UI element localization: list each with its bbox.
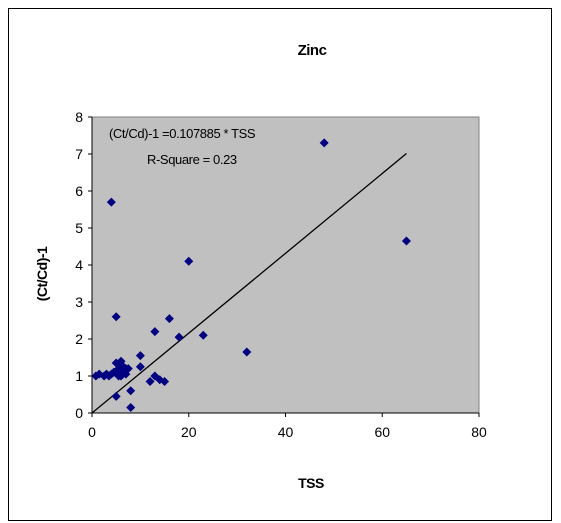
y-tick-label: 0 [75, 405, 83, 421]
data-point-diamond [123, 364, 133, 374]
data-point-diamond [150, 327, 160, 337]
y-tick-label: 1 [75, 368, 83, 384]
data-point-diamond [184, 256, 194, 266]
trendline [91, 153, 407, 414]
data-point-diamond [111, 391, 121, 401]
equation-annotation: (Ct/Cd)-1 =0.107885 * TSS [109, 126, 256, 141]
y-axis-label: (Ct/Cd)-1 [34, 246, 50, 301]
x-tick-label: 60 [374, 424, 390, 440]
data-point-diamond [135, 362, 145, 372]
data-point-diamond [164, 314, 174, 324]
y-tick-label: 6 [75, 183, 83, 199]
x-axis: 0 20 40 60 80 [88, 413, 487, 440]
y-tick-label: 3 [75, 294, 83, 310]
data-point-diamond [319, 138, 329, 148]
scatter-chart: Zinc 0 1 2 3 4 5 6 7 8 0 20 40 60 80 (Ct/Cd)-1 =0.10… [34, 42, 487, 491]
plot-area [91, 116, 480, 414]
data-point-diamond [135, 351, 145, 361]
chart-frame: Zinc 0 1 2 3 4 5 6 7 8 0 20 40 60 80 (Ct/Cd)-1 =0.10… [8, 8, 552, 521]
data-point-diamond [106, 197, 116, 207]
data-point-diamond [160, 377, 170, 387]
y-tick-label: 8 [75, 109, 83, 125]
y-axis: 0 1 2 3 4 5 6 7 8 [75, 109, 92, 421]
x-tick-label: 20 [181, 424, 197, 440]
x-tick-label: 0 [88, 424, 96, 440]
data-points [91, 138, 411, 412]
data-point-diamond [174, 332, 184, 342]
y-tick-label: 2 [75, 331, 83, 347]
data-point-diamond [198, 330, 208, 340]
data-point-diamond [242, 347, 252, 357]
x-axis-label: TSS [298, 475, 324, 491]
chart-title: Zinc [298, 42, 327, 59]
data-point-diamond [145, 377, 155, 387]
y-tick-label: 4 [75, 257, 83, 273]
r-square-annotation: R-Square = 0.23 [147, 152, 237, 167]
data-point-diamond [126, 402, 136, 412]
x-tick-label: 80 [471, 424, 487, 440]
data-point-diamond [111, 312, 121, 322]
y-tick-label: 5 [75, 220, 83, 236]
data-point-diamond [126, 386, 136, 396]
y-tick-label: 7 [75, 146, 83, 162]
x-tick-label: 40 [278, 424, 294, 440]
data-point-diamond [401, 236, 411, 246]
